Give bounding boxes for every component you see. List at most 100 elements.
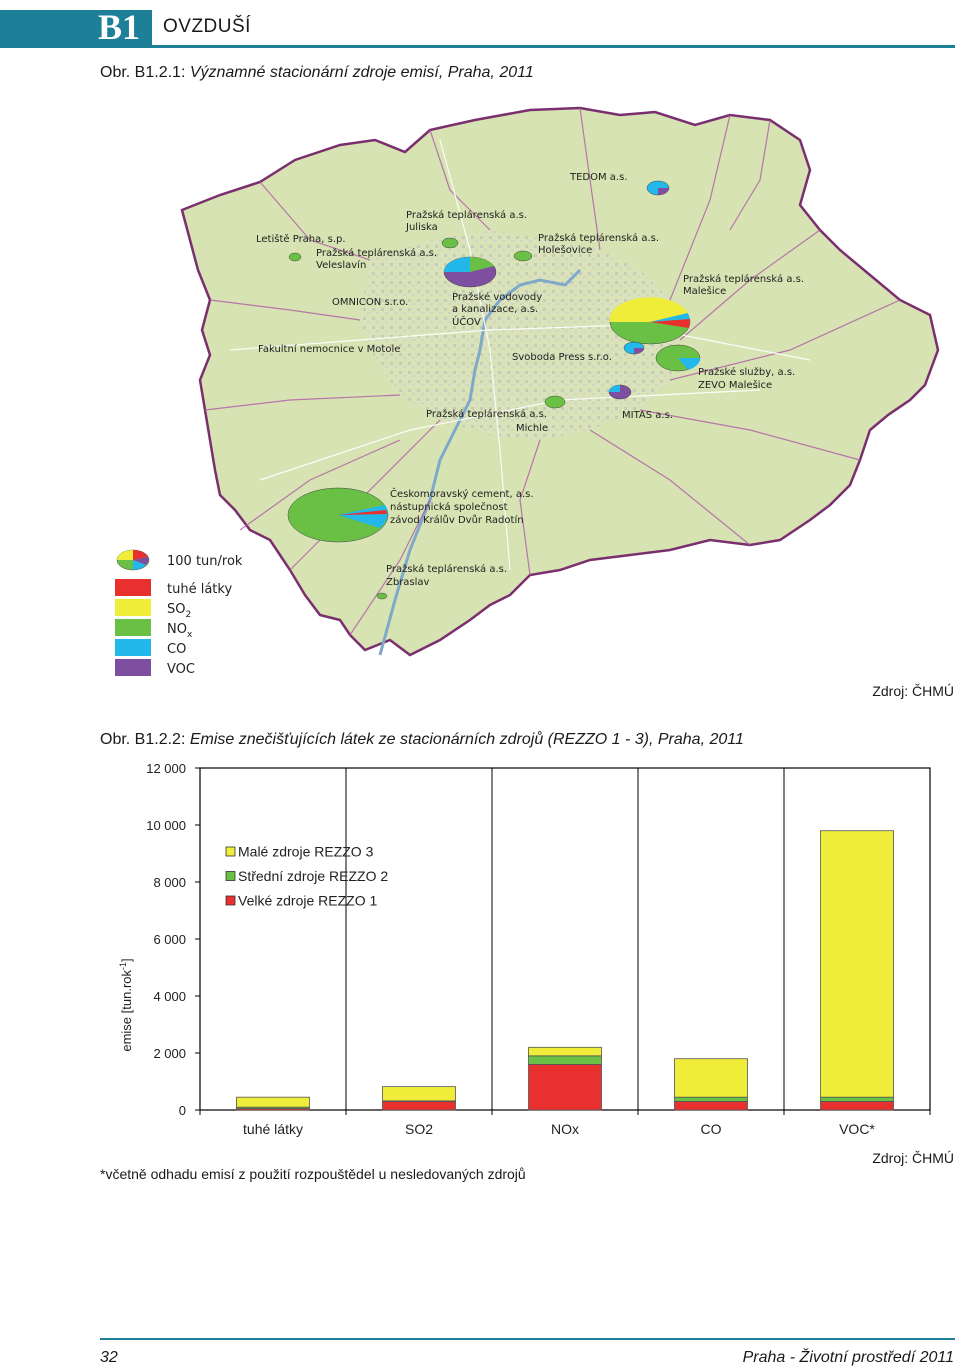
bar-segment bbox=[674, 1101, 748, 1111]
page-header: B1 OVZDUŠÍ bbox=[0, 0, 955, 48]
legend-label-so2: SO2 bbox=[167, 602, 191, 620]
chart-bars bbox=[236, 830, 894, 1111]
bar-segment bbox=[528, 1063, 602, 1111]
label-holesovice-1: Pražská teplárenská a.s. bbox=[538, 232, 659, 244]
figure2-source: Zdroj: ČHMÚ bbox=[872, 1150, 954, 1166]
roads bbox=[229, 139, 811, 571]
pie-veleslavin bbox=[288, 252, 302, 262]
label-michle-2: Michle bbox=[516, 423, 548, 434]
figure1-caption: Obr. B1.2.1: Významné stacionární zdroje… bbox=[100, 64, 534, 82]
footer-rule bbox=[100, 1338, 955, 1340]
label-malesice-1: Pražská teplárenská a.s. bbox=[683, 273, 804, 285]
bar-segment bbox=[674, 1096, 748, 1102]
label-radotin-1: Českomoravský cement, a.s. bbox=[390, 487, 534, 500]
legend-swatch-voc bbox=[115, 659, 151, 676]
pie-michle bbox=[544, 395, 566, 409]
pie-malesice bbox=[609, 297, 691, 345]
figure2-caption: Obr. B1.2.2: Emise znečišťujících látek … bbox=[100, 731, 744, 749]
label-veleslavin-2: Veleslavín bbox=[316, 259, 366, 271]
footer-title: Praha - Životní prostředí 2011 bbox=[742, 1349, 954, 1366]
pie-mitas bbox=[608, 384, 632, 400]
emissions-bar-chart: 0 2 000 4 000 6 000 8 000 10 000 12 000 tuhé lá… bbox=[100, 755, 960, 1155]
map-labels: TEDOM a.s. Pražská teplárenská a.s. Juli… bbox=[256, 172, 804, 588]
legend-label-nox: NOx bbox=[167, 622, 193, 640]
label-zevo-2: ZEVO Malešice bbox=[698, 379, 772, 391]
label-zbraslav-2: Zbraslav bbox=[386, 577, 430, 588]
y-tick-label: 2 000 bbox=[153, 1046, 186, 1061]
bar-segment bbox=[820, 1101, 894, 1111]
map-svg: TEDOM a.s. Pražská teplárenská a.s. Juli… bbox=[115, 106, 940, 677]
legend-label-dust: tuhé látky bbox=[167, 582, 232, 597]
label-veleslavin-1: Pražská teplárenská a.s. bbox=[316, 247, 437, 259]
label-zevo-1: Pražské služby, a.s. bbox=[698, 366, 795, 378]
legend-swatch bbox=[225, 871, 236, 881]
chapter-title: OVZDUŠÍ bbox=[163, 16, 251, 37]
x-category-label: tuhé látky bbox=[243, 1121, 303, 1137]
bar-segment bbox=[528, 1046, 602, 1057]
y-tick-label: 10 000 bbox=[146, 818, 186, 833]
figure1-source: Zdroj: ČHMÚ bbox=[872, 683, 954, 699]
prague-emission-map: TEDOM a.s. Pražská teplárenská a.s. Juli… bbox=[110, 100, 950, 685]
x-category-label: CO bbox=[701, 1121, 722, 1137]
legend-label-voc: VOC bbox=[167, 662, 195, 677]
urban-core bbox=[360, 230, 680, 440]
figure1-caption-prefix: Obr. B1.2.1: bbox=[100, 64, 186, 81]
chart-legend: Malé zdroje REZZO 3 Střední zdroje REZZO … bbox=[225, 844, 388, 909]
label-tedom: TEDOM a.s. bbox=[569, 172, 628, 183]
figure2-caption-text: Emise znečišťujících látek ze stacionárn… bbox=[185, 731, 744, 748]
label-radotin-3: závod Králův Dvůr Radotín bbox=[390, 514, 524, 526]
pie-radotin bbox=[287, 487, 389, 543]
legend-swatch bbox=[225, 846, 236, 857]
y-tick-label: 12 000 bbox=[146, 761, 186, 776]
figure2-caption-prefix: Obr. B1.2.2: bbox=[100, 731, 186, 748]
legend-label: Střední zdroje REZZO 2 bbox=[238, 868, 388, 884]
chapter-code: B1 bbox=[98, 7, 141, 47]
y-tick-label: 6 000 bbox=[153, 932, 186, 947]
y-tick-label: 0 bbox=[179, 1103, 186, 1118]
y-axis-title: emise [tun.rok-1] bbox=[118, 958, 134, 1051]
pie-tedom bbox=[646, 180, 670, 196]
map-legend: 100 tun/rok tuhé látky SO2 NOx CO VOC bbox=[115, 549, 243, 677]
legend-swatch-co bbox=[115, 639, 151, 656]
vltava-river bbox=[378, 268, 582, 656]
figure1-caption-text: Významné stacionární zdroje emisí, Praha… bbox=[185, 64, 534, 81]
figure2-footnote: *včetně odhadu emisí z použití rozpouště… bbox=[100, 1166, 526, 1182]
bar-segment bbox=[674, 1058, 748, 1098]
label-ucov-1: Pražské vodovody bbox=[452, 291, 542, 303]
x-category-label: SO2 bbox=[405, 1121, 433, 1137]
legend-label: Malé zdroje REZZO 3 bbox=[238, 844, 374, 860]
legend-scale-label: 100 tun/rok bbox=[167, 554, 243, 569]
header-white-band bbox=[152, 10, 955, 45]
label-juliska-1: Pražská teplárenská a.s. bbox=[406, 209, 527, 221]
y-tick-label: 4 000 bbox=[153, 989, 186, 1004]
x-category-label: VOC* bbox=[839, 1121, 875, 1137]
legend-scale-pie bbox=[116, 549, 150, 571]
legend-swatch-dust bbox=[115, 579, 151, 596]
label-juliska-2: Juliska bbox=[405, 222, 438, 233]
pie-holesovice bbox=[513, 250, 533, 262]
bar-segment bbox=[382, 1086, 456, 1102]
pie-svoboda bbox=[623, 341, 645, 355]
label-svoboda: Svoboda Press s.r.o. bbox=[512, 352, 612, 363]
legend-swatch bbox=[225, 895, 236, 906]
pie-ucov bbox=[443, 256, 497, 288]
label-radotin-2: nástupnická společnost bbox=[390, 501, 508, 513]
chart-svg: 0 2 000 4 000 6 000 8 000 10 000 12 000 tuhé lá… bbox=[118, 761, 931, 1137]
pie-zevo bbox=[655, 344, 701, 372]
legend-label-co: CO bbox=[167, 642, 186, 657]
chart-axes: 0 2 000 4 000 6 000 8 000 10 000 12 000 tuhé lá… bbox=[146, 761, 931, 1137]
label-omnicon: OMNICON s.r.o. bbox=[332, 297, 408, 308]
label-zbraslav-1: Pražská teplárenská a.s. bbox=[386, 563, 507, 575]
x-category-label: NOx bbox=[551, 1121, 579, 1137]
label-malesice-2: Malešice bbox=[683, 285, 726, 297]
legend-label: Velké zdroje REZZO 1 bbox=[238, 893, 377, 909]
label-michle-1: Pražská teplárenská a.s. bbox=[426, 408, 547, 420]
bar-segment bbox=[382, 1101, 456, 1111]
bar-segment bbox=[236, 1096, 310, 1108]
bar-segment bbox=[528, 1055, 602, 1065]
label-mitas: MITAS a.s. bbox=[622, 410, 673, 421]
label-ucov-2: a kanalizace, a.s. bbox=[452, 304, 538, 315]
label-letiste: Letiště Praha, s.p. bbox=[256, 233, 346, 245]
bar-segment bbox=[820, 830, 894, 1098]
label-motol: Fakultní nemocnice v Motole bbox=[258, 343, 400, 355]
